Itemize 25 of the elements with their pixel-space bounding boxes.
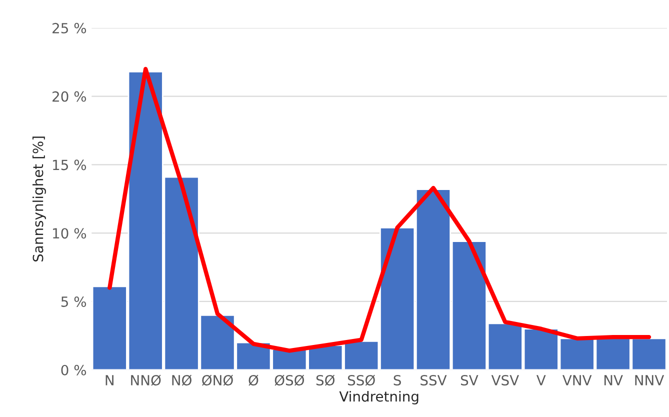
line-series [108,66,652,353]
x-tick-label: SØ [316,374,335,386]
x-tick-label: N [106,375,114,386]
x-tick-label: V [536,375,546,386]
x-tick-label: ØSØ [274,374,304,386]
x-tick-label: VSV [491,374,519,386]
x-tick-label: NØ [172,374,192,386]
x-axis-title: Vindretning [339,390,418,404]
y-tick-label: 10 % [53,228,86,239]
x-tick-label: SSØ [348,374,375,386]
x-tick-label: NNV [635,375,664,386]
x-tick-label: S [394,374,401,386]
y-tick-label: 25 % [52,22,86,34]
x-tick-label: SSV [420,374,447,386]
y-axis-title: Sannsynlighet [%] [32,136,46,262]
x-tick-label: Ø [248,374,258,386]
y-tick-label: 15 % [53,160,86,170]
x-tick-label: NNØ [131,374,161,386]
y-tick-label: 0 % [61,364,86,376]
x-tick-label: NV [604,375,623,386]
x-tick-label: ØNØ [202,374,233,386]
x-tick-label: SV [460,374,478,386]
y-tick-label: 5 % [61,296,86,307]
y-tick-label: 20 % [52,91,86,102]
x-tick-label: VNV [562,375,592,386]
